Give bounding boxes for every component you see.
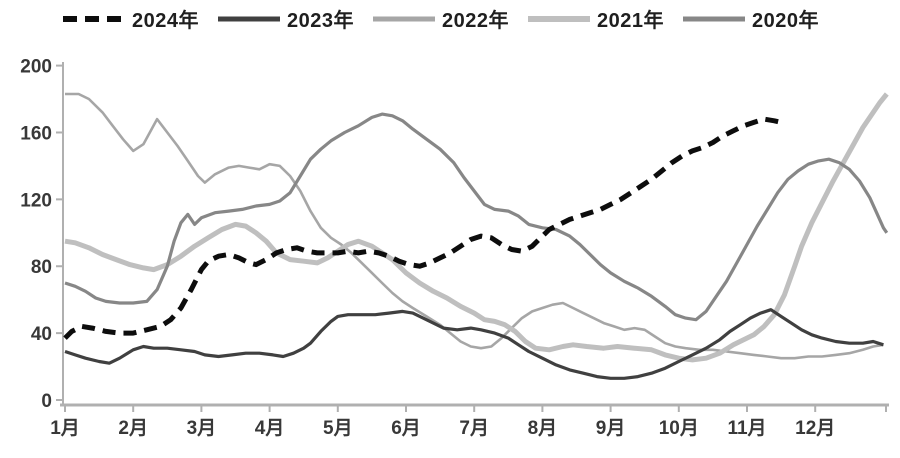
x-axis-label: 9月: [596, 418, 626, 439]
legend-swatch-icon: [218, 16, 280, 21]
legend-label: 2023年: [287, 10, 354, 32]
series-line-2021年: [64, 92, 889, 363]
x-axis-label: 1月: [50, 418, 80, 439]
legend-label: 2021年: [597, 10, 664, 32]
x-axis-label: 2月: [118, 418, 148, 439]
x-axis-label: 4月: [255, 418, 285, 439]
legend-swatch-icon: [63, 15, 125, 22]
x-axis-label: 3月: [187, 418, 217, 439]
x-axis-label: 6月: [391, 418, 421, 439]
series-line-2024年: [63, 116, 786, 340]
legend-swatch-icon: [373, 16, 435, 21]
x-axis-label: 8月: [528, 418, 558, 439]
x-axis-label: 12月: [795, 418, 835, 439]
legend-swatch-icon: [683, 16, 745, 21]
series-line-2023年: [64, 308, 884, 380]
legend-item-2020年: 2020年: [682, 4, 819, 33]
y-axis-label: 80: [31, 257, 52, 278]
legend-item-2022年: 2022年: [372, 4, 509, 33]
series-line-2020年: [64, 112, 889, 322]
x-axis-label: 5月: [323, 418, 353, 439]
legend-label: 2024年: [132, 10, 199, 32]
legend-label: 2022年: [442, 10, 509, 32]
legend-swatch-icon: [528, 15, 590, 22]
x-axis-label: 10月: [659, 418, 699, 439]
x-axis-label: 7月: [459, 418, 489, 439]
y-axis-label: 0: [41, 391, 52, 412]
legend-label: 2020年: [752, 10, 819, 32]
legend-item-2023年: 2023年: [217, 4, 354, 33]
y-axis-label: 160: [20, 123, 52, 144]
series-line-2022年: [65, 92, 884, 360]
x-axis-label: 11月: [727, 418, 766, 439]
legend-item-2021年: 2021年: [527, 4, 664, 33]
y-axis-label: 200: [20, 57, 52, 78]
legend: 2024年 2023年 2022年 2021年 2020年: [62, 4, 819, 33]
y-axis-label: 120: [20, 190, 52, 211]
y-axis-label: 40: [31, 324, 52, 345]
legend-item-2024年: 2024年: [62, 4, 199, 33]
